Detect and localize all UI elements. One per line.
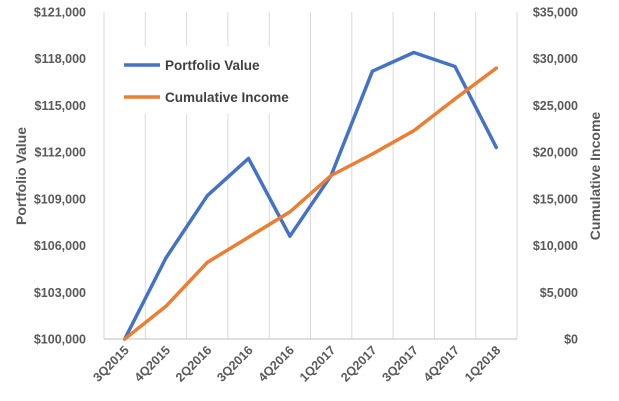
legend-background (112, 46, 298, 114)
left-axis-tick-label: $118,000 (35, 52, 86, 66)
x-axis-tick-label: 2Q2016 (173, 343, 214, 384)
right-axis-tick-label: $5,000 (540, 286, 578, 300)
left-axis-tick-label: $100,000 (34, 333, 86, 347)
right-axis-tick-label: $15,000 (533, 192, 578, 206)
left-axis-tick-label: $103,000 (34, 286, 86, 300)
right-axis-tick-label: $20,000 (533, 146, 578, 160)
x-axis-tick-label: 2Q2017 (338, 343, 379, 384)
legend: Portfolio Value Cumulative Income (112, 46, 298, 114)
x-axis-tick-label: 3Q2016 (214, 343, 255, 384)
x-axis-tick-label: 4Q2015 (132, 343, 173, 384)
right-axis-tick-label: $30,000 (533, 52, 578, 66)
x-axis-tick-label: 1Q2018 (462, 343, 503, 384)
left-axis-tick-labels: $100,000 $103,000 $106,000 $109,000 $112,000… (34, 6, 86, 347)
x-axis-tick-label: 1Q2017 (297, 343, 338, 384)
legend-label-portfolio-value: Portfolio Value (165, 58, 260, 73)
right-axis-tick-labels: $0 $5,000 $10,000 $15,000 $20,000 $25,000 $30,… (533, 6, 578, 347)
left-axis-tick-label: $109,000 (34, 192, 86, 206)
legend-label-cumulative-income: Cumulative Income (165, 90, 289, 105)
right-axis-tick-label: $35,000 (533, 6, 578, 20)
left-axis-tick-label: $106,000 (34, 239, 86, 253)
x-axis-tick-labels: 3Q2015 4Q2015 2Q2016 3Q2016 4Q2016 1Q2017 2Q20… (90, 343, 503, 384)
right-axis-tick-label: $25,000 (533, 99, 578, 113)
series-lines (122, 50, 499, 341)
x-axis-tick-label: 4Q2016 (256, 343, 297, 384)
series-line-cumulative-income (122, 66, 499, 341)
x-axis-tick-label: 4Q2017 (421, 343, 462, 384)
right-axis-title: Cumulative Income (587, 112, 603, 241)
left-axis-tick-label: $112,000 (35, 146, 86, 160)
left-axis-tick-label: $121,000 (34, 6, 86, 20)
left-axis-tick-label: $115,000 (35, 99, 86, 113)
right-axis-tick-label: $0 (564, 333, 578, 347)
x-axis-tick-label: 3Q2015 (90, 343, 131, 384)
x-axis-tick-label: 3Q2017 (380, 343, 421, 384)
series-line-portfolio-value (122, 50, 499, 341)
right-axis-tick-label: $10,000 (533, 239, 578, 253)
left-axis-title: Portfolio Value (13, 127, 29, 225)
